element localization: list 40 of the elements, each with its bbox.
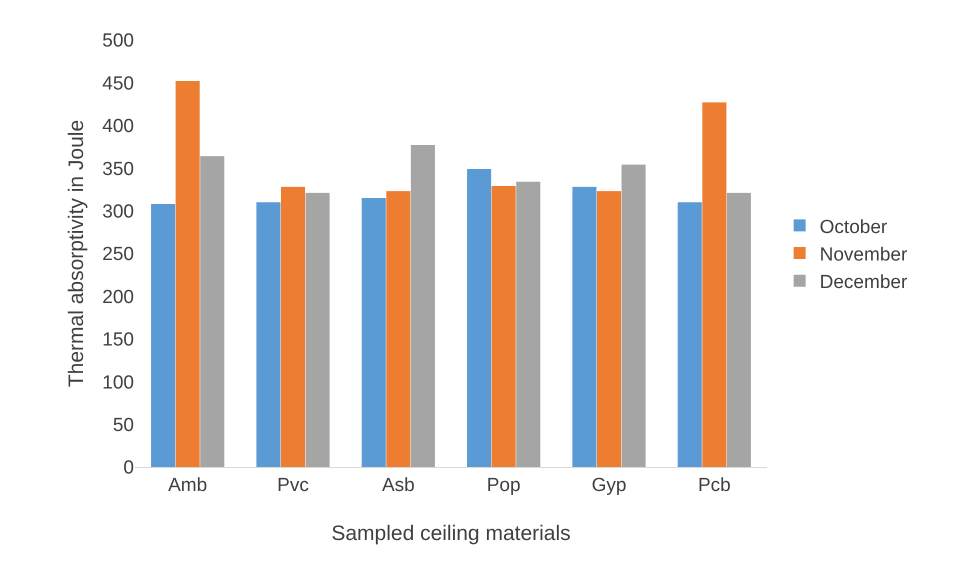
y-axis-title: Thermal absorptivity in Joule: [65, 120, 88, 388]
y-tick-label: 300: [102, 201, 134, 222]
bar: [726, 192, 751, 467]
bar: [702, 102, 726, 467]
x-tick-label: Asb: [382, 474, 415, 496]
bar: [596, 191, 622, 467]
bar: [151, 204, 176, 467]
legend-label: December: [820, 272, 908, 294]
bar: [492, 186, 516, 467]
y-tick-label: 50: [112, 414, 134, 436]
y-tick-label: 500: [102, 30, 134, 52]
bar: [467, 168, 492, 467]
bar: [200, 156, 224, 467]
y-tick-label: 400: [102, 116, 134, 138]
bar: [362, 198, 386, 467]
bar: [176, 80, 200, 467]
x-axis-title: Sampled ceiling materials: [331, 522, 571, 545]
bar: [410, 145, 435, 467]
y-tick-label: 450: [102, 73, 134, 94]
y-tick-label: 150: [102, 330, 134, 351]
y-tick-label: 250: [102, 244, 134, 266]
x-tick-label: Gyp: [592, 474, 626, 496]
bar: [516, 182, 540, 467]
bar: [280, 186, 306, 467]
y-tick-label: 350: [102, 158, 134, 180]
bar: [306, 192, 330, 467]
x-tick-label: Pop: [486, 474, 521, 496]
bar: [572, 186, 596, 467]
x-tick-label: Pvc: [277, 474, 309, 496]
x-tick-label: Pcb: [698, 474, 731, 496]
legend-label: November: [820, 244, 908, 266]
y-tick-label: 200: [102, 286, 134, 308]
legend-label: October: [820, 216, 888, 238]
y-tick-label: 100: [102, 372, 134, 394]
bar: [678, 202, 702, 467]
x-tick-label: Amb: [168, 474, 208, 496]
y-tick-label: 0: [123, 458, 134, 479]
bar: [386, 191, 410, 467]
bar: [622, 164, 646, 467]
bar: [256, 202, 280, 467]
